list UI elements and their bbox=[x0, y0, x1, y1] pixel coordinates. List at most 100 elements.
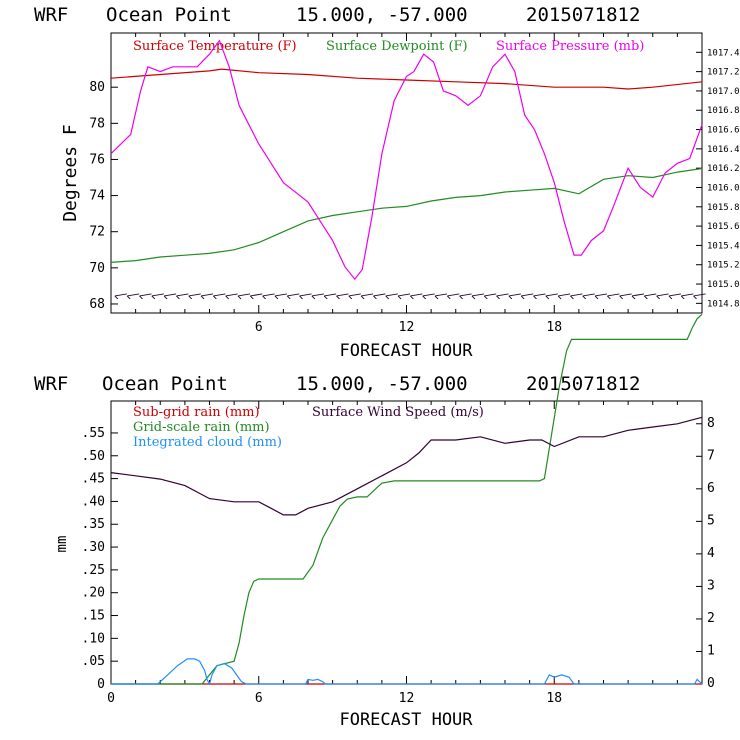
y2-tick-label: 1014.8 bbox=[707, 299, 740, 309]
y2-tick-label: 1017.0 bbox=[707, 87, 740, 97]
y2-tick-label: 7 bbox=[707, 448, 715, 463]
series-integrated-cloud-mm bbox=[111, 658, 703, 686]
bottom-header-model: WRF bbox=[34, 373, 68, 395]
y-tick-label: 74 bbox=[89, 189, 105, 204]
y-tick-label: .35 bbox=[82, 517, 105, 532]
bottom-header-coords: 15.000, -57.000 bbox=[296, 373, 468, 395]
wind-barb bbox=[212, 293, 226, 300]
wind-barb bbox=[668, 293, 681, 300]
wind-barb bbox=[373, 293, 386, 300]
wind-barb bbox=[434, 293, 448, 300]
y-tick-label: .10 bbox=[82, 631, 105, 646]
y-tick-label: 80 bbox=[89, 80, 105, 95]
x-tick-label: 0 bbox=[107, 691, 115, 706]
bottom-header-location: Ocean Point bbox=[102, 373, 228, 395]
wind-barb bbox=[225, 293, 238, 300]
bottom-x-axis-title: FORECAST HOUR bbox=[339, 710, 473, 730]
wind-barb bbox=[163, 293, 177, 300]
wind-barb bbox=[619, 293, 632, 300]
wind-barb bbox=[533, 293, 546, 300]
wind-barb bbox=[483, 293, 497, 300]
y-tick-label: .25 bbox=[82, 563, 105, 578]
x-tick-label: 6 bbox=[255, 320, 263, 335]
wind-barb bbox=[237, 293, 251, 300]
wind-barb bbox=[188, 293, 201, 300]
legend-surface-pressure: Surface Pressure (mb) bbox=[496, 39, 644, 54]
x-tick-label: 12 bbox=[399, 320, 415, 335]
bottom-series-group bbox=[110, 313, 703, 686]
wind-barb bbox=[508, 293, 521, 300]
y-tick-label: 78 bbox=[89, 116, 105, 131]
y-tick-label: 0 bbox=[97, 677, 105, 692]
series-surface-pressure-mb bbox=[110, 39, 703, 281]
series-surface-wind-speed-m-s bbox=[110, 416, 703, 516]
wind-barb bbox=[299, 293, 312, 300]
top-header-coords: 15.000, -57.000 bbox=[296, 4, 468, 26]
wind-barb bbox=[176, 293, 189, 300]
wind-barb bbox=[656, 293, 669, 300]
wind-barbs bbox=[114, 293, 706, 300]
top-panel: WRF Ocean Point 15.000, -57.000 20150718… bbox=[34, 4, 740, 361]
wind-barb bbox=[631, 293, 645, 300]
wind-barb bbox=[409, 293, 423, 300]
legend-gridscale-rain: Grid-scale rain (mm) bbox=[133, 420, 270, 435]
wind-barb bbox=[274, 293, 287, 300]
y2-tick-label: 1017.4 bbox=[707, 48, 740, 58]
wind-barb bbox=[594, 293, 608, 300]
y2-tick-label: 1016.2 bbox=[707, 164, 740, 174]
wind-barb bbox=[606, 293, 620, 300]
y-tick-label: 68 bbox=[89, 297, 105, 312]
y2-tick-label: 1015.2 bbox=[707, 261, 740, 271]
wind-barb bbox=[520, 293, 534, 300]
top-header-init: 2015071812 bbox=[526, 4, 640, 26]
wind-barb bbox=[422, 293, 435, 300]
wind-barb bbox=[693, 293, 706, 300]
y-tick-label: .20 bbox=[82, 586, 105, 601]
wind-barb bbox=[114, 293, 127, 300]
x-tick-label: 12 bbox=[399, 691, 415, 706]
y2-tick-label: 1015.6 bbox=[707, 222, 740, 232]
y2-tick-label: 1015.4 bbox=[707, 241, 740, 251]
y2-tick-label: 1 bbox=[707, 643, 715, 658]
wind-barb bbox=[262, 293, 275, 300]
legend-integrated-cloud: Integrated cloud (mm) bbox=[133, 435, 282, 450]
wind-barb bbox=[471, 293, 484, 300]
bottom-y2-axis: 0 1 2 3 4 5 6 7 8 bbox=[696, 416, 715, 691]
wind-barb bbox=[680, 293, 694, 300]
bottom-y-axis: 0 .05 .10 .15 .20 .25 .30 .35 .40 .45 .50 .55 bbox=[82, 426, 118, 692]
y2-tick-label: 0 bbox=[707, 676, 715, 691]
y2-tick-label: 1016.4 bbox=[707, 145, 740, 155]
wind-barb bbox=[360, 293, 374, 300]
y-tick-label: .15 bbox=[82, 609, 105, 624]
top-header-location: Ocean Point bbox=[106, 4, 232, 26]
top-y-axis-title: Degrees F bbox=[60, 124, 81, 222]
x-tick-label: 6 bbox=[255, 691, 263, 706]
y2-tick-label: 3 bbox=[707, 578, 715, 593]
y2-tick-label: 1016.0 bbox=[707, 183, 740, 193]
wind-barb bbox=[582, 293, 595, 300]
bottom-x-axis: 0 6 12 18 bbox=[107, 401, 703, 706]
wind-barb bbox=[151, 293, 164, 300]
legend-surface-dewpoint: Surface Dewpoint (F) bbox=[326, 39, 468, 54]
wind-barb bbox=[643, 293, 657, 300]
series-grid-scale-rain-mm bbox=[111, 313, 703, 685]
series-surface-temperature-f bbox=[110, 68, 703, 90]
wind-barb bbox=[311, 293, 324, 300]
wind-barb bbox=[446, 293, 460, 300]
bottom-panel: WRF Ocean Point 15.000, -57.000 20150718… bbox=[34, 313, 715, 730]
wind-barb bbox=[570, 293, 583, 300]
top-x-axis-title: FORECAST HOUR bbox=[339, 341, 473, 361]
y2-tick-label: 1015.0 bbox=[707, 280, 740, 290]
top-y2-axis: 1014.8 1015.0 1015.2 1015.4 1015.6 1015.8 1016… bbox=[696, 48, 740, 309]
bottom-header-init: 2015071812 bbox=[526, 373, 640, 395]
wind-barb bbox=[545, 293, 558, 300]
y2-tick-label: 1015.8 bbox=[707, 203, 740, 213]
wind-barb bbox=[496, 293, 509, 300]
y2-tick-label: 8 bbox=[707, 416, 715, 431]
y-tick-label: .45 bbox=[82, 472, 105, 487]
top-y-axis: 68 70 72 74 76 78 80 bbox=[89, 80, 118, 312]
wind-barb bbox=[385, 293, 398, 300]
wind-barb bbox=[459, 293, 472, 300]
